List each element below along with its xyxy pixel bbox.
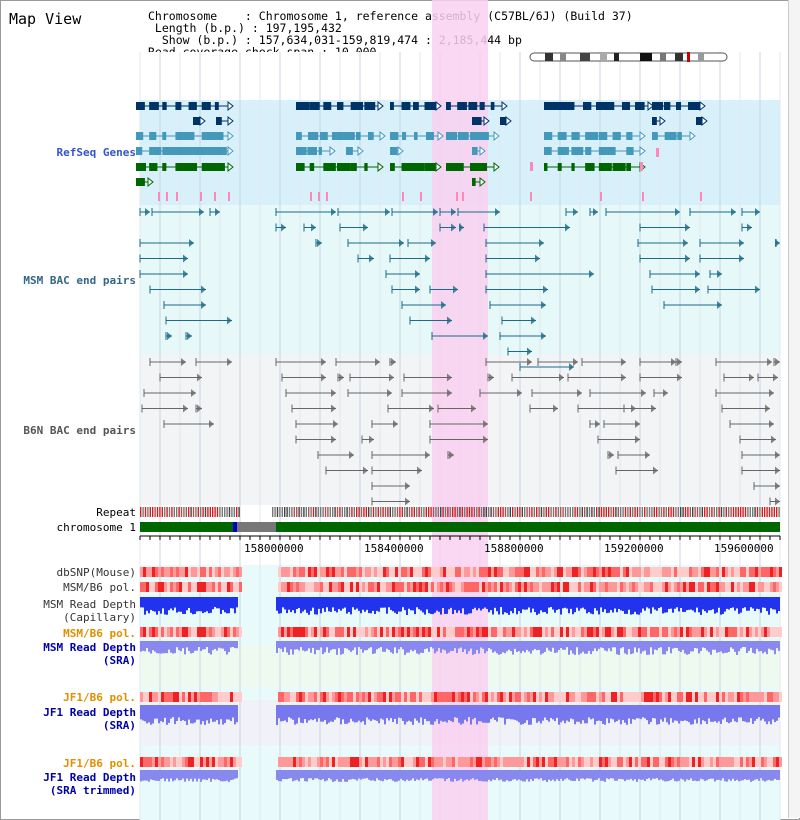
msm-read-depth-sra-label: MSM Read Depth [43,641,136,654]
jf1-b6-pol-label: JF1/B6 pol. [63,691,136,704]
msm-b6-pol-sra-label: MSM/B6 pol. [63,627,136,640]
position-axis [139,535,781,540]
axis-tick-158800000: 158800000 [484,542,544,555]
jf1-sra-sublabel: (SRA) [102,719,136,732]
read-depth-tracks[interactable] [140,597,780,782]
page-title: Map View [9,10,82,28]
b6n-bac-pairs-track[interactable] [141,358,780,506]
repeat-track[interactable] [140,507,780,517]
jf1-read-depth-sra-label: JF1 Read Depth [43,706,136,719]
b6n-bac-label: B6N BAC end pairs [23,424,136,437]
msm-read-depth-capillary-label: MSM Read Depth [43,598,136,611]
axis-tick-158000000: 158000000 [244,542,304,555]
jf1-trimmed-sublabel: (SRA trimmed) [49,784,136,797]
msm-sra-sublabel: (SRA) [102,654,136,667]
vertical-scrollbar[interactable] [788,0,800,818]
length-info: Length (b.p.) : 197,195,432 [148,21,342,35]
msm-bac-pairs-track[interactable] [139,208,780,371]
refseq-genes-label: RefSeq Genes [56,146,136,159]
capillary-sublabel: (Capillary) [63,611,136,624]
axis-tick-159200000: 159200000 [604,542,664,555]
polymorphism-heat-tracks[interactable] [140,567,782,767]
jf1-read-depth-trimmed-label: JF1 Read Depth [43,771,136,784]
refseq-genes-track[interactable] [136,100,708,201]
axis-tick-159600000: 159600000 [714,542,774,555]
dbsnp-label: dbSNP(Mouse) [56,566,136,579]
axis-tick-158400000: 158400000 [364,542,424,555]
chromosome-ideogram[interactable] [529,52,728,62]
msm-bac-label: MSM BAC end pairs [23,274,136,287]
jf1-b6-pol-trimmed-label: JF1/B6 pol. [63,757,136,770]
msm-b6-pol-label: MSM/B6 pol. [63,581,136,594]
chromosome-label: chromosome 1 [56,521,136,534]
repeat-label: Repeat [96,506,136,519]
chromosome-bar[interactable] [140,522,780,532]
